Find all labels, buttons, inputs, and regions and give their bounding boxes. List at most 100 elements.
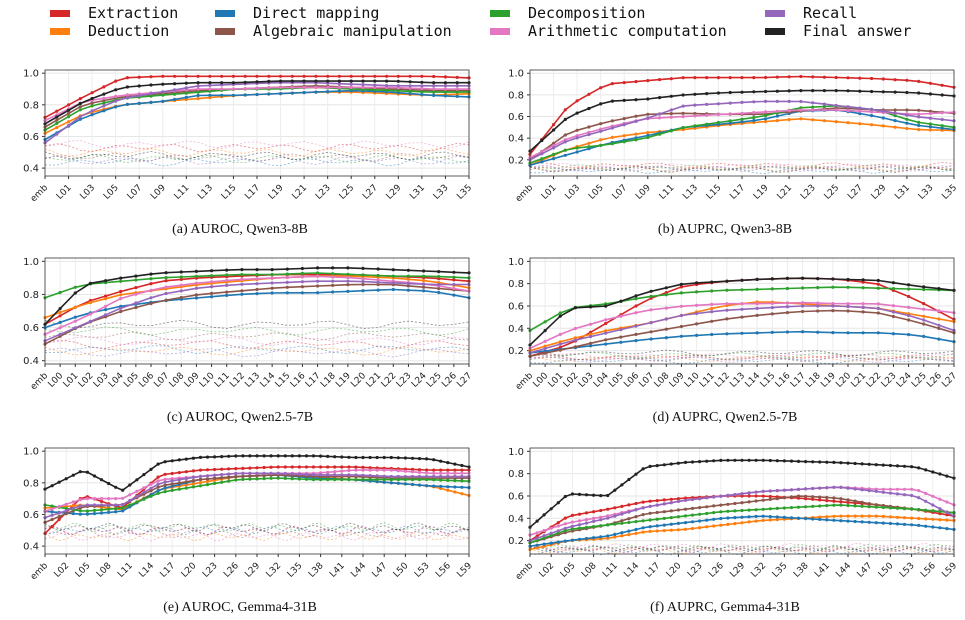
data-point (361, 273, 365, 277)
data-point (924, 499, 928, 503)
data-point (801, 309, 805, 314)
data-point (333, 478, 337, 482)
data-point (719, 510, 723, 514)
data-point (270, 268, 274, 272)
chart-caption: (c) AUROC, Qwen2.5-7B (166, 410, 314, 425)
data-point (196, 90, 200, 94)
data-point (191, 475, 195, 479)
data-point (135, 500, 139, 504)
data-point (408, 84, 412, 88)
data-point (71, 504, 75, 508)
baseline-series-line (529, 355, 955, 362)
data-point (156, 491, 160, 495)
data-point (243, 74, 247, 78)
data-point (888, 487, 892, 491)
data-point (770, 330, 774, 334)
data-point (693, 76, 697, 80)
data-point (149, 301, 153, 306)
data-point (799, 117, 803, 121)
data-point (563, 140, 567, 144)
data-point (634, 531, 638, 535)
data-point (149, 94, 153, 98)
data-point (361, 85, 365, 89)
data-point (910, 493, 914, 498)
data-point (173, 74, 177, 78)
data-point (895, 492, 900, 496)
data-point (928, 125, 932, 129)
data-point (627, 503, 631, 507)
data-point (432, 468, 436, 472)
y-tick-label: 1.0 (508, 69, 524, 80)
data-point (679, 291, 683, 295)
data-point (698, 460, 702, 464)
data-point (270, 281, 274, 285)
legend-item: Deduction (50, 22, 169, 40)
legend-item: Recall (765, 4, 857, 22)
data-point (149, 467, 153, 471)
data-point (535, 519, 539, 523)
data-point (681, 76, 685, 80)
data-point (613, 506, 617, 510)
plot-frame (529, 447, 955, 555)
data-point (297, 454, 301, 458)
data-point (768, 515, 772, 519)
data-point (452, 286, 456, 291)
data-point (225, 293, 229, 297)
legend-label: Decomposition (528, 4, 646, 22)
data-point (669, 516, 673, 520)
data-point (754, 490, 758, 494)
x-tick-label: L11 (601, 561, 620, 580)
data-point (922, 285, 926, 289)
x-tick-label: L04 (592, 371, 611, 390)
x-tick-label: L26 (707, 561, 726, 580)
legend-item: Decomposition (490, 4, 645, 22)
data-point (752, 111, 756, 115)
x-tick-label: L27 (846, 183, 865, 202)
data-point (839, 503, 843, 507)
data-point (831, 277, 835, 281)
data-point (78, 101, 82, 106)
data-point (542, 542, 546, 546)
legend-label: Deduction (88, 22, 170, 40)
data-point (655, 464, 659, 468)
data-point (902, 522, 907, 526)
x-tick-label: L16 (289, 371, 308, 390)
data-point (874, 505, 878, 509)
data-point (690, 513, 695, 517)
data-point (876, 311, 880, 315)
data-point (669, 77, 673, 81)
data-point (304, 465, 309, 469)
data-point (690, 506, 695, 510)
x-tick-label: L07 (638, 371, 657, 390)
data-point (846, 285, 850, 289)
data-point (789, 488, 794, 492)
data-point (210, 291, 214, 295)
data-point (290, 454, 294, 458)
data-point (860, 462, 864, 466)
data-point (627, 477, 631, 482)
data-point (938, 518, 942, 522)
data-point (262, 465, 266, 470)
data-point (396, 469, 400, 473)
data-point (931, 503, 935, 507)
data-point (610, 99, 614, 103)
data-point (184, 480, 188, 484)
data-point (570, 527, 574, 531)
x-tick-label: L11 (116, 561, 135, 580)
x-tick-label: L25 (338, 183, 357, 202)
data-point (891, 281, 895, 285)
data-point (698, 526, 702, 530)
data-point (747, 515, 751, 519)
data-point (740, 508, 744, 513)
data-point (403, 469, 407, 473)
data-point (283, 465, 287, 469)
data-point (134, 292, 138, 296)
y-tick-label: 0.6 (508, 301, 524, 312)
data-point (240, 292, 244, 296)
baseline-series-line (44, 525, 470, 535)
data-point (589, 335, 593, 339)
x-tick-label: L20 (665, 561, 684, 580)
data-point (634, 119, 638, 123)
x-tick-label: L13 (243, 371, 262, 390)
data-point (420, 80, 424, 84)
